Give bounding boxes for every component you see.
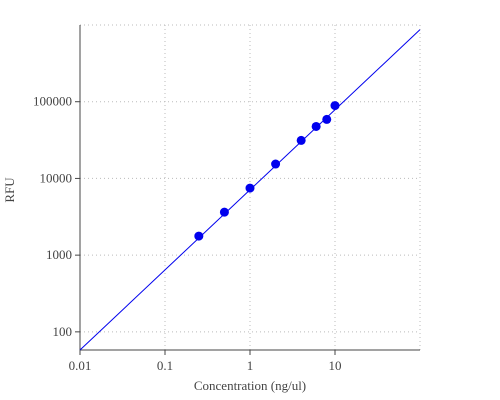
x-tick-label: 0.1 — [157, 358, 173, 373]
y-tick-label: 100000 — [33, 94, 72, 109]
point — [219, 207, 229, 217]
point — [322, 114, 332, 124]
point — [296, 135, 306, 145]
y-axis-label: RFU — [2, 177, 17, 203]
point — [271, 159, 281, 169]
x-tick-label: 10 — [329, 358, 342, 373]
point — [194, 231, 204, 241]
y-tick-label: 1000 — [46, 247, 72, 262]
point — [245, 183, 255, 193]
x-tick-label: 0.01 — [69, 358, 92, 373]
y-tick-label: 100 — [53, 324, 73, 339]
x-tick-label: 1 — [247, 358, 254, 373]
x-axis-label: Concentration (ng/ul) — [194, 378, 306, 393]
point — [330, 101, 340, 111]
y-tick-label: 10000 — [40, 170, 73, 185]
point — [311, 121, 321, 131]
